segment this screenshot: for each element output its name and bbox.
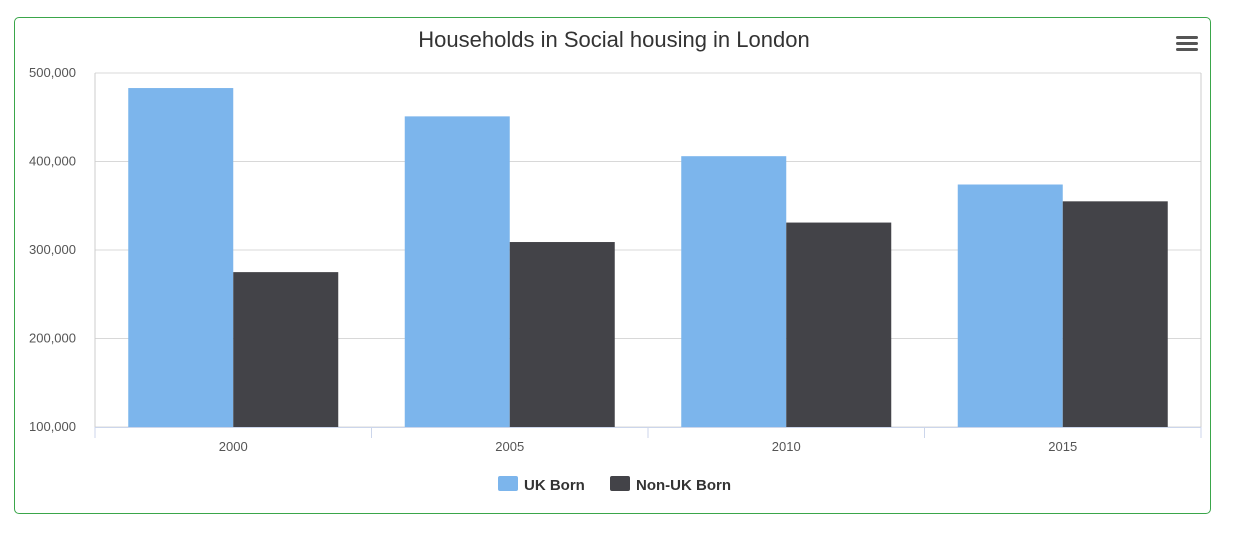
- x-tick-label: 2010: [772, 439, 801, 454]
- bar-uk-born-2005[interactable]: [404, 116, 510, 428]
- legend-swatch: [610, 476, 630, 491]
- bar-uk-born-2000[interactable]: [128, 88, 234, 428]
- y-tick-label: 200,000: [29, 331, 76, 346]
- legend-label: UK Born: [524, 477, 585, 494]
- y-tick-label: 100,000: [29, 419, 76, 434]
- y-tick-label: 300,000: [29, 242, 76, 257]
- bar-non-uk-born-2010[interactable]: [786, 222, 892, 427]
- x-tick-label: 2005: [495, 439, 524, 454]
- legend-item-uk-born[interactable]: UK Born: [498, 476, 585, 494]
- y-tick-label: 500,000: [29, 65, 76, 80]
- bar-uk-born-2010[interactable]: [681, 156, 787, 427]
- legend[interactable]: UK Born Non-UK Born: [498, 476, 731, 494]
- bar-non-uk-born-2000[interactable]: [233, 272, 339, 427]
- legend-swatch: [498, 476, 518, 491]
- chart-title: Households in Social housing in London: [418, 27, 809, 52]
- bar-non-uk-born-2015[interactable]: [1062, 201, 1168, 427]
- legend-label: Non-UK Born: [636, 477, 731, 494]
- y-axis: 100,000 200,000 300,000 400,000 500,000: [29, 65, 76, 434]
- bar-uk-born-2015[interactable]: [957, 184, 1063, 427]
- legend-item-non-uk-born[interactable]: Non-UK Born: [610, 476, 731, 494]
- x-axis: 2000 2005 2010 2015: [94, 427, 1202, 454]
- y-tick-label: 400,000: [29, 154, 76, 169]
- x-tick-label: 2000: [219, 439, 248, 454]
- x-tick-label: 2015: [1048, 439, 1077, 454]
- bar-non-uk-born-2005[interactable]: [509, 242, 615, 427]
- hamburger-menu-icon[interactable]: [1174, 33, 1200, 55]
- bars: [128, 88, 1168, 428]
